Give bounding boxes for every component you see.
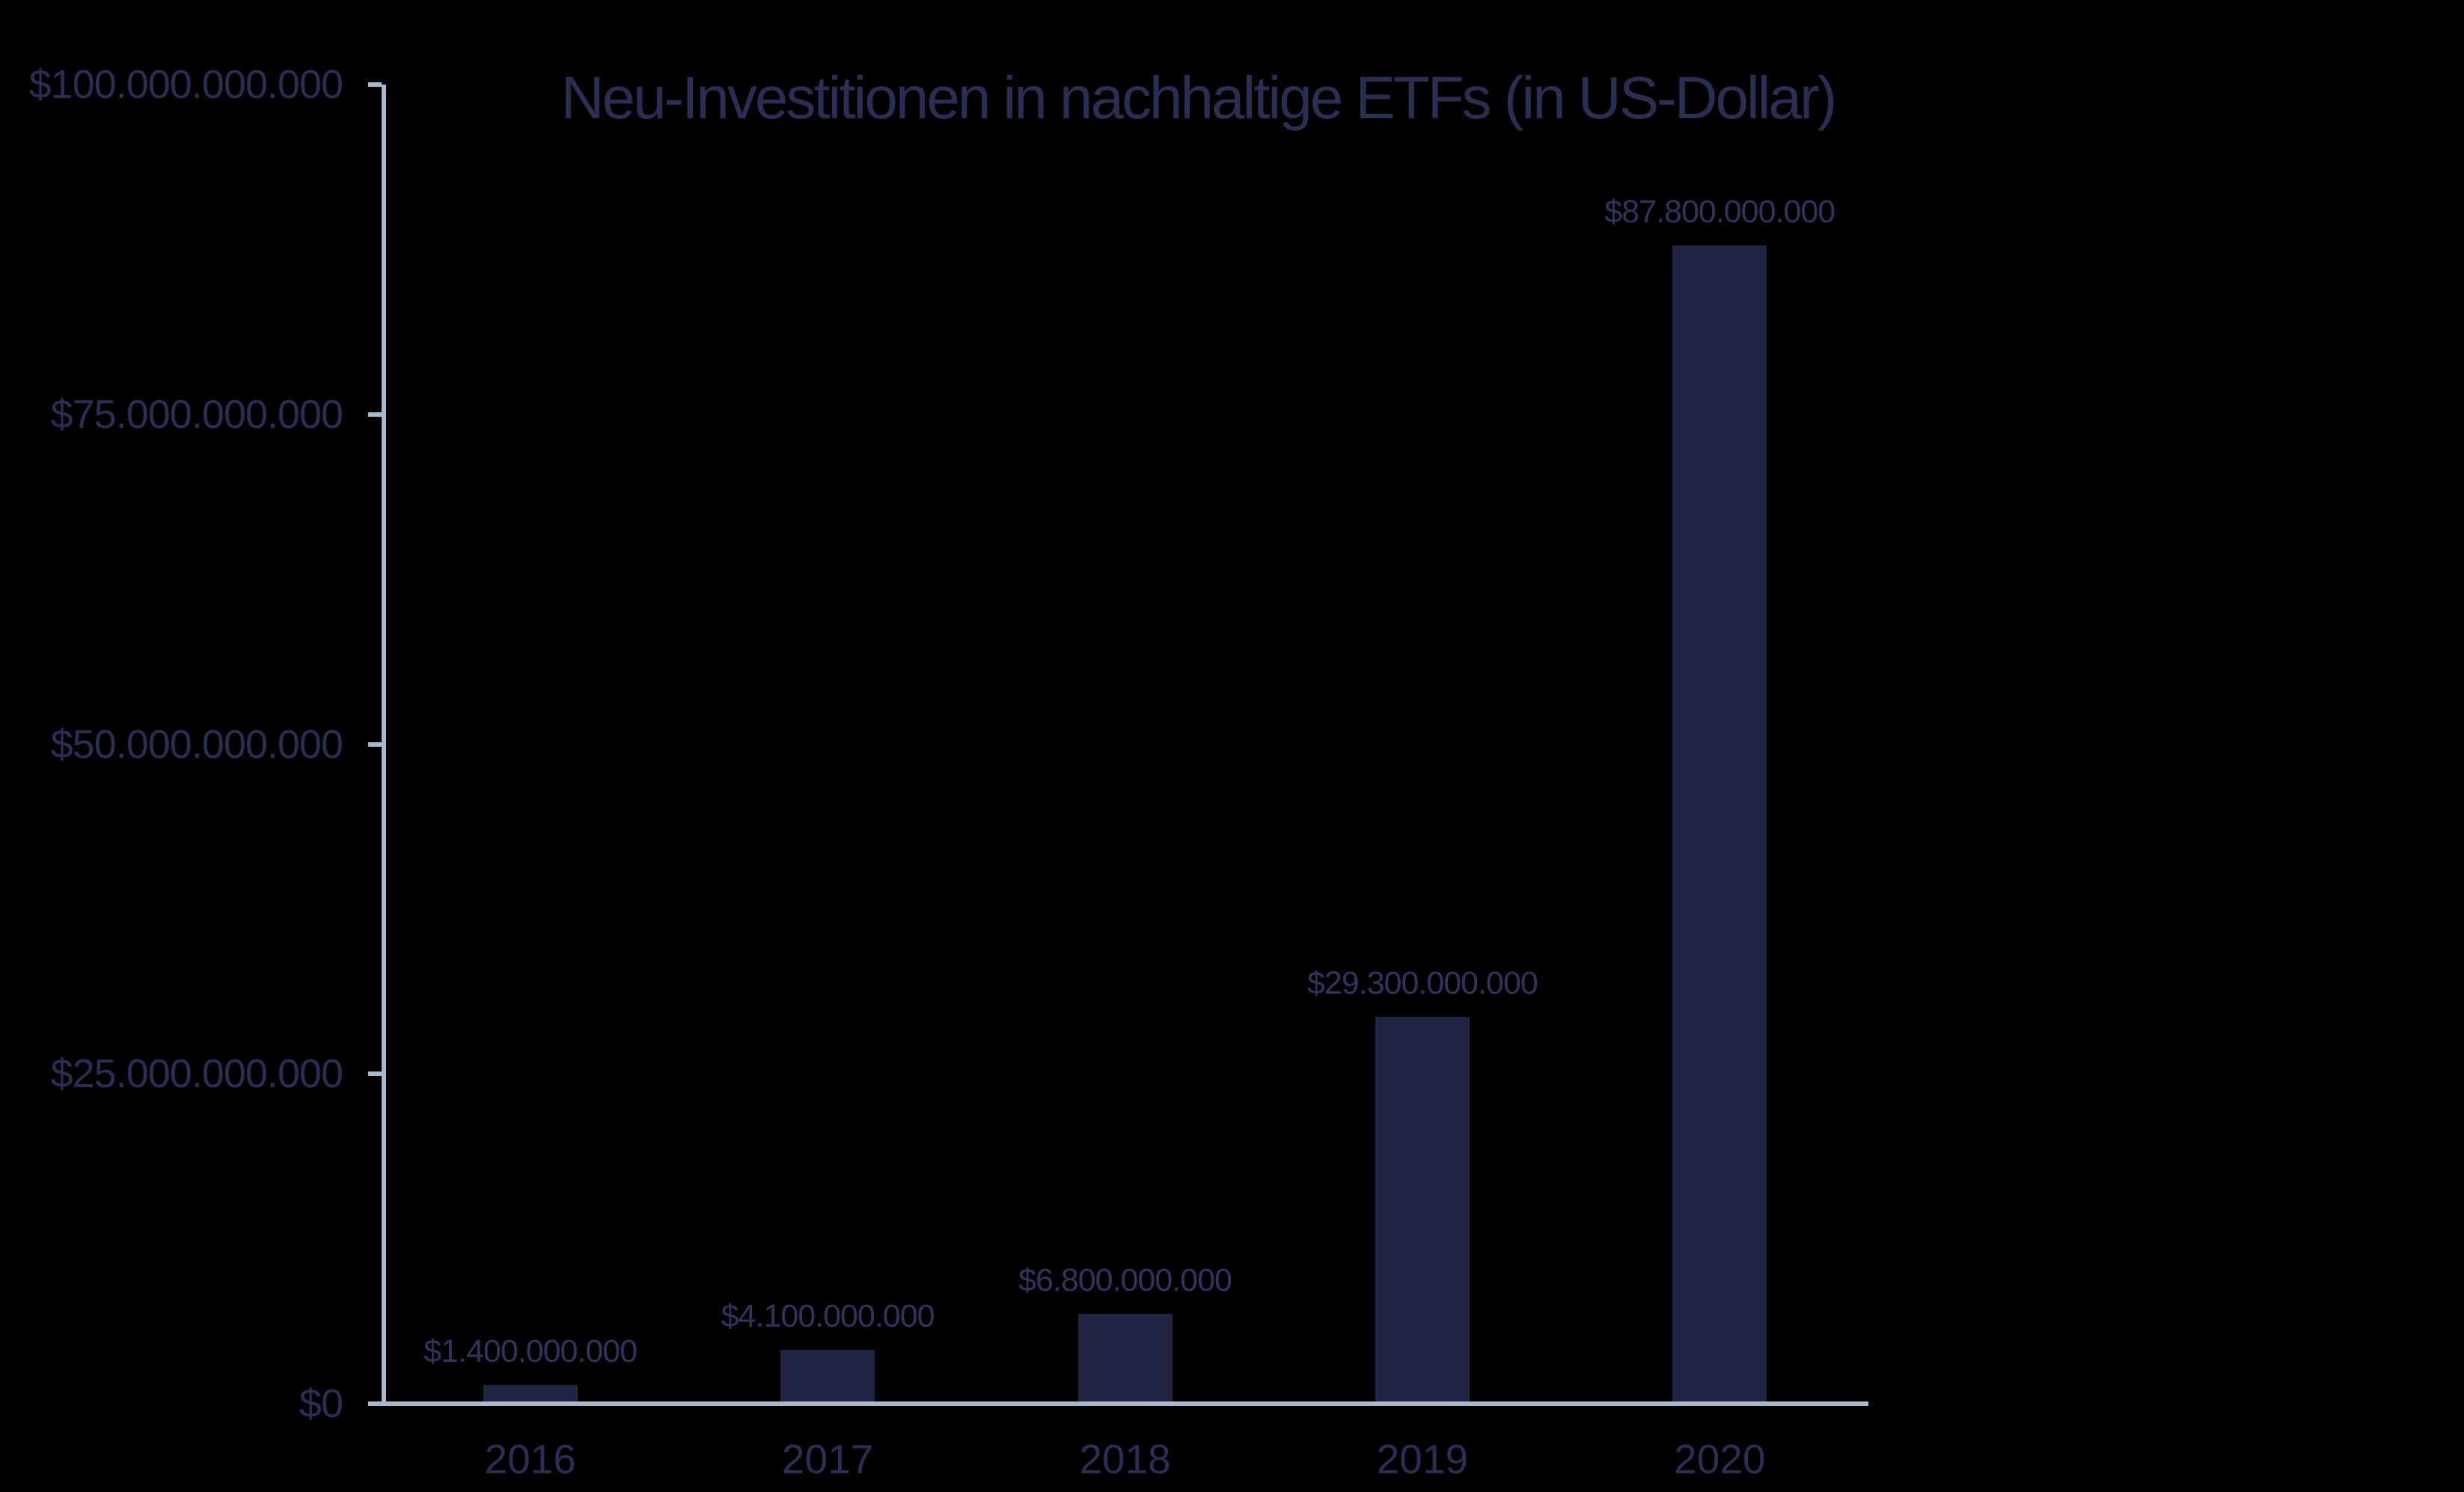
x-axis-label: 2016	[484, 1436, 576, 1482]
x-axis-label: 2017	[781, 1436, 874, 1482]
bar-2018	[1077, 1314, 1173, 1401]
y-axis-line	[382, 85, 386, 1406]
y-tick-mark	[368, 82, 382, 87]
bar-value-label: $87.800.000.000	[1604, 194, 1835, 230]
y-tick-mark	[368, 742, 382, 747]
x-axis-label: 2020	[1674, 1436, 1766, 1482]
bar-value-label: $4.100.000.000	[721, 1297, 935, 1334]
y-tick-mark	[368, 412, 382, 417]
bar-value-label: $1.400.000.000	[424, 1333, 638, 1370]
y-tick-label: $50.000.000.000	[50, 721, 343, 767]
bar-value-label: $29.300.000.000	[1306, 965, 1538, 1002]
y-tick-label: $75.000.000.000	[50, 391, 343, 437]
bar-2016	[483, 1385, 578, 1401]
x-axis-line	[368, 1401, 1868, 1406]
x-axis-label: 2019	[1376, 1436, 1469, 1482]
bar-2019	[1375, 1017, 1470, 1401]
bar-2017	[780, 1349, 875, 1401]
y-tick-mark	[368, 1071, 382, 1077]
x-axis-label: 2018	[1079, 1436, 1171, 1482]
bar-2020	[1672, 245, 1767, 1401]
y-tick-mark	[368, 1401, 382, 1406]
chart-title: Neu-Investitionen in nachhaltige ETFs (i…	[560, 64, 1838, 131]
bar-value-label: $6.800.000.000	[1018, 1262, 1232, 1299]
y-tick-label: $100.000.000.000	[28, 62, 343, 107]
y-tick-label: $0	[299, 1381, 343, 1426]
y-tick-label: $25.000.000.000	[50, 1051, 343, 1097]
